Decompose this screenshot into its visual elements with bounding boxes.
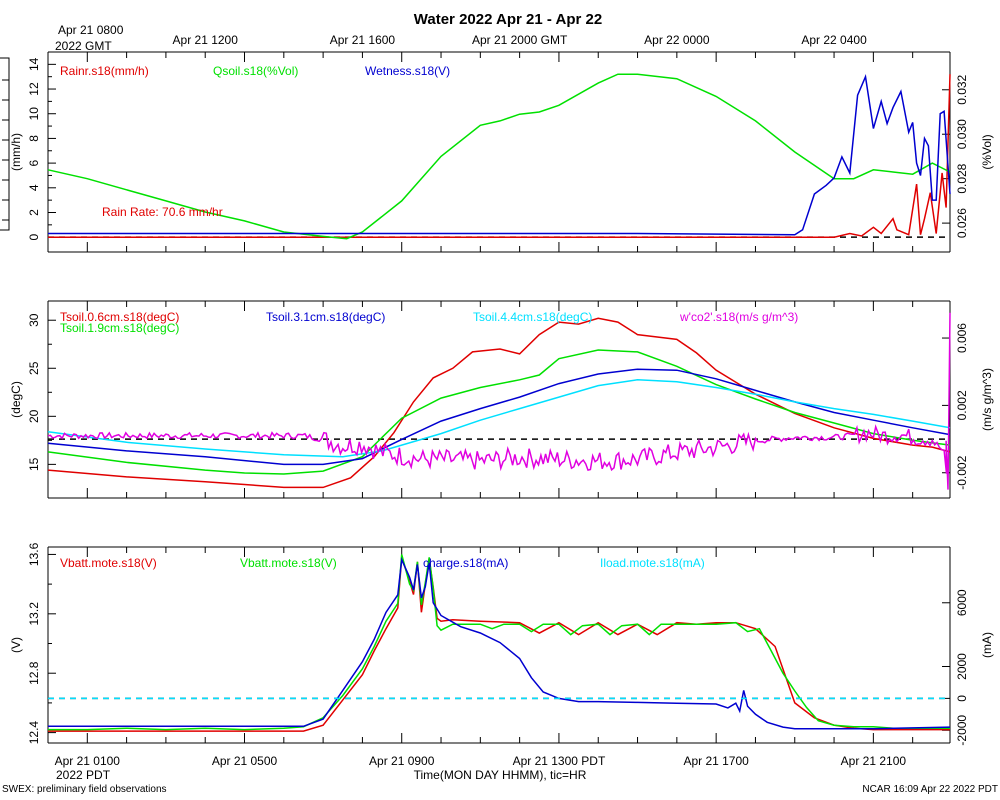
series-line-blue xyxy=(48,556,951,730)
top-axis-label: Apr 21 1200 xyxy=(173,33,239,47)
top-axis-first-sublabel: 2022 GMT xyxy=(55,39,112,53)
bottom-axis-label: Apr 21 0100 xyxy=(55,754,121,768)
panels-layer: 0 2 4 6 8 10 12 14 0.026 0.028 0.030 0.032 (mm/h) (%V… xyxy=(9,51,994,746)
y-tick-label-left: 0 xyxy=(27,234,41,241)
y-tick-label-right: 2000 xyxy=(955,653,969,680)
y-tick-label-right: 0.026 xyxy=(955,208,969,238)
series-line-red xyxy=(47,317,951,489)
series-line-red xyxy=(48,557,950,732)
bottom-axis-label: Apr 21 1300 PDT xyxy=(513,754,606,768)
y-axis-title-right: (%Vol) xyxy=(980,134,994,169)
panel-temperature: 15 20 25 30 -0.002 0.002 0.006 (degC) (m/s g/m^3… xyxy=(9,300,994,499)
y-tick-label-left: 12 xyxy=(27,82,41,96)
y-tick-label-right: 0 xyxy=(955,695,969,702)
y-tick-label-left: 10 xyxy=(27,107,41,121)
series-line-green xyxy=(48,554,950,731)
legend-label: Tsoil.4.4cm.s18(degC) xyxy=(473,310,592,324)
legend-label: charge.s18(mA) xyxy=(423,556,508,570)
top-axis-label: Apr 22 0000 xyxy=(644,33,710,47)
series-line-blue xyxy=(47,368,951,466)
y-axis-title-left: (V) xyxy=(9,637,23,653)
bottom-axis-label: Apr 21 1700 xyxy=(683,754,749,768)
legend-label: w'co2'.s18(m/s g/m^3) xyxy=(679,310,798,324)
y-tick-label-right: 0.028 xyxy=(955,163,969,193)
bottom-axis-label: Apr 21 0900 xyxy=(369,754,435,768)
side-legend-ticks xyxy=(2,79,9,221)
top-axis-label: Apr 22 0400 xyxy=(801,33,867,47)
legend-label: Qsoil.s18(%Vol) xyxy=(213,64,298,78)
y-tick-label-right: 0.032 xyxy=(955,74,969,104)
series-line-magenta xyxy=(47,312,951,490)
y-tick-label-left: 14 xyxy=(27,57,41,71)
chart-title: Water 2022 Apr 21 - Apr 22 xyxy=(414,11,602,28)
series-line-cyan xyxy=(47,379,951,458)
y-tick-label-right: -0.002 xyxy=(955,455,969,489)
legend-label: Tsoil.1.9cm.s18(degC) xyxy=(60,321,179,335)
y-tick-label-left: 6 xyxy=(27,159,41,166)
legend-label: Tsoil.0.6cm.s18(degC) xyxy=(60,310,179,324)
series-line-green xyxy=(47,349,951,475)
y-axis-title-right: (m/s g/m^3) xyxy=(980,368,994,431)
y-axis-title-right: (mA) xyxy=(980,632,994,658)
footer-right-note: NCAR 16:09 Apr 22 2022 PDT xyxy=(862,784,998,795)
series-line-blue xyxy=(48,73,951,236)
y-tick-label-left: 15 xyxy=(27,457,41,471)
rain-rate-annotation: Rain Rate: 70.6 mm/hr xyxy=(102,205,223,219)
legend-label: Wetness.s18(V) xyxy=(365,64,450,78)
footer-left-note: SWEX: preliminary field observations xyxy=(2,784,167,795)
y-tick-label-right: 0.006 xyxy=(955,323,969,353)
y-tick-label-right: 6000 xyxy=(955,589,969,616)
legend-label: Iload.mote.s18(mA) xyxy=(600,556,705,570)
y-tick-label-left: 4 xyxy=(27,184,41,191)
y-tick-label-left: 13.6 xyxy=(27,542,41,566)
side-legend-box xyxy=(0,57,10,231)
panel-battery: 12.4 12.8 13.2 13.6 -2000 0 2000 6000 (V) (mA) Vba… xyxy=(9,542,994,745)
y-tick-label-left: 25 xyxy=(27,361,41,375)
y-tick-label-right: 0.030 xyxy=(955,119,969,149)
bottom-axis-sub-label: 2022 PDT xyxy=(56,768,111,782)
x-axis-title: Time(MON DAY HHMM), tic=HR xyxy=(414,768,587,782)
y-tick-label-left: 12.8 xyxy=(27,661,41,685)
legend-label: Vbatt.mote.s18(V) xyxy=(240,556,337,570)
y-tick-label-right: 0.002 xyxy=(955,390,969,420)
legend-label: Vbatt.mote.s18(V) xyxy=(60,556,157,570)
y-tick-label-left: 20 xyxy=(27,409,41,423)
series-line-green xyxy=(47,73,951,240)
legend-label: Tsoil.3.1cm.s18(degC) xyxy=(266,310,385,324)
bottom-axis-label: Apr 21 0500 xyxy=(212,754,278,768)
legend-label: Rainr.s18(mm/h) xyxy=(60,64,149,78)
y-axis-title-left: (degC) xyxy=(9,381,23,418)
y-axis-title-left: (mm/h) xyxy=(9,133,23,171)
series-line-red xyxy=(48,74,951,238)
y-tick-label-left: 8 xyxy=(27,135,41,142)
top-axis-first-label: Apr 21 0800 xyxy=(58,23,124,37)
y-tick-label-left: 30 xyxy=(27,313,41,327)
top-axis-label: Apr 21 1600 xyxy=(330,33,396,47)
y-tick-label-right: -2000 xyxy=(955,715,969,746)
bottom-axis-label: Apr 21 2100 xyxy=(841,754,907,768)
y-tick-label-left: 2 xyxy=(27,209,41,216)
top-axis-label: Apr 21 2000 GMT xyxy=(472,33,568,47)
y-tick-label-left: 13.2 xyxy=(27,602,41,626)
y-tick-label-left: 12.4 xyxy=(27,721,41,745)
panel-water: 0 2 4 6 8 10 12 14 0.026 0.028 0.030 0.032 (mm/h) (%V… xyxy=(9,51,994,253)
